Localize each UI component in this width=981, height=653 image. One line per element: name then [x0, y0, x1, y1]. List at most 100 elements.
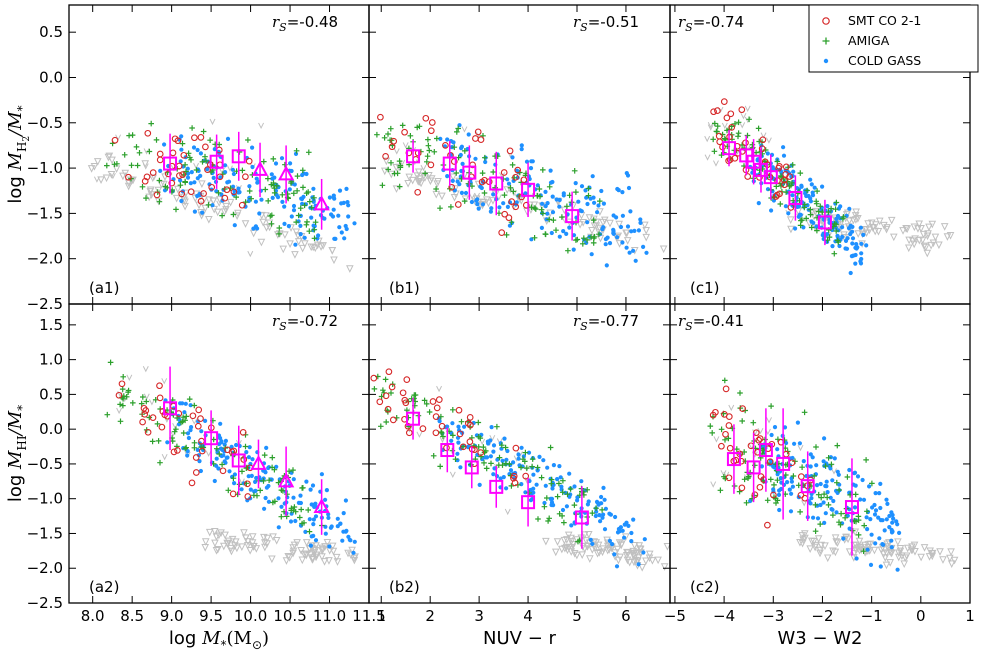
upper-limit-point: [943, 233, 952, 241]
binned-median-square: [746, 154, 761, 169]
coldgass-point: [843, 246, 848, 251]
coldgass-point: [186, 435, 191, 441]
coldgass-point: [795, 420, 801, 425]
amiga-point: [768, 476, 774, 483]
upper-limit-point: [402, 142, 409, 149]
amiga-point: [306, 528, 313, 535]
amiga-point: [262, 186, 269, 193]
amiga-point: [532, 205, 538, 211]
amiga-point: [503, 460, 509, 467]
coldgass-point: [868, 562, 874, 568]
coldgass-point: [611, 229, 616, 234]
amiga-point: [559, 214, 565, 220]
upper-limit-point: [563, 536, 571, 544]
upper-limit-point: [289, 547, 298, 556]
coldgass-point: [805, 203, 810, 208]
coldgass-point: [853, 483, 858, 488]
coldgass-point: [594, 509, 599, 514]
coldgass-point: [631, 248, 636, 253]
upper-limit-point: [946, 554, 954, 563]
amiga-point: [104, 162, 110, 169]
coldgass-point: [641, 550, 646, 555]
coldgass-point: [473, 156, 478, 161]
upper-limit-point: [181, 198, 189, 207]
amiga-point: [783, 472, 789, 478]
coldgass-point: [567, 471, 572, 476]
coldgass-point: [195, 147, 200, 153]
amiga-point: [288, 180, 294, 186]
binned-median-square: [406, 149, 421, 164]
upper-limit-point: [226, 198, 235, 207]
coldgass-point: [291, 203, 297, 209]
smt-point: [477, 449, 485, 456]
coldgass-point: [628, 209, 633, 214]
coldgass-point: [787, 487, 792, 492]
smt-point: [390, 137, 398, 145]
coldgass-point: [801, 225, 806, 230]
upper-limit-point: [344, 549, 352, 558]
amiga-point: [173, 206, 179, 213]
amiga-point: [550, 217, 557, 223]
smt-point: [239, 429, 247, 436]
coldgass-point: [459, 190, 464, 195]
coldgass-point: [523, 191, 528, 196]
coldgass-point: [831, 498, 836, 504]
coldgass-point: [246, 474, 251, 479]
amiga-point: [477, 435, 484, 441]
coldgass-point: [832, 456, 837, 461]
amiga-point: [714, 123, 721, 129]
coldgass-point: [282, 204, 287, 209]
upper-limit-point: [214, 545, 222, 554]
coldgass-point: [198, 468, 203, 474]
coldgass-point: [854, 556, 859, 561]
coldgass-point: [895, 522, 900, 527]
xtick-label: 3: [474, 607, 484, 625]
coldgass-point: [449, 438, 454, 443]
coldgass-point: [223, 438, 228, 443]
amiga-point: [573, 189, 579, 195]
amiga-point: [276, 231, 282, 237]
amiga-point: [265, 198, 271, 204]
coldgass-point: [776, 492, 782, 497]
upper-limit-point: [257, 211, 266, 220]
upper-limit-point: [461, 195, 470, 204]
smt-point: [194, 422, 202, 430]
coldgass-point: [567, 225, 572, 230]
coldgass-point: [341, 510, 346, 516]
coldgass-point: [601, 485, 606, 490]
xtick-label: 5: [572, 607, 582, 625]
upper-limit-point: [578, 551, 586, 560]
upper-limit-point: [660, 563, 669, 571]
coldgass-point: [604, 263, 609, 268]
upper-limit-point: [414, 168, 423, 177]
coldgass-point: [191, 145, 197, 150]
coldgass-point: [852, 505, 858, 510]
amiga-point: [481, 460, 487, 466]
coldgass-point: [600, 515, 605, 520]
coldgass-point: [515, 168, 520, 173]
upper-limit-point: [172, 194, 181, 203]
upper-limit-point: [469, 193, 476, 200]
upper-limit-point: [107, 170, 116, 179]
ytick-label: 0.5: [39, 23, 63, 41]
upper-limit-point: [833, 539, 842, 547]
coldgass-point: [327, 195, 332, 200]
coldgass-point: [307, 517, 312, 522]
coldgass-point: [250, 164, 255, 170]
amiga-point: [246, 188, 253, 194]
coldgass-point: [207, 182, 212, 187]
coldgass-point: [220, 447, 225, 452]
amiga-point: [179, 140, 186, 147]
coldgass-point: [549, 496, 555, 501]
coldgass-point: [301, 194, 306, 199]
upper-limit-point: [921, 243, 930, 252]
coldgass-point: [542, 500, 547, 506]
smt-point: [514, 166, 522, 174]
upper-limit-point: [570, 550, 579, 558]
amiga-point: [807, 211, 814, 218]
coldgass-point: [627, 250, 632, 255]
amiga-point: [508, 219, 515, 225]
upper-limit-point: [925, 223, 933, 232]
smt-point: [156, 150, 164, 158]
smt-point: [402, 399, 410, 407]
